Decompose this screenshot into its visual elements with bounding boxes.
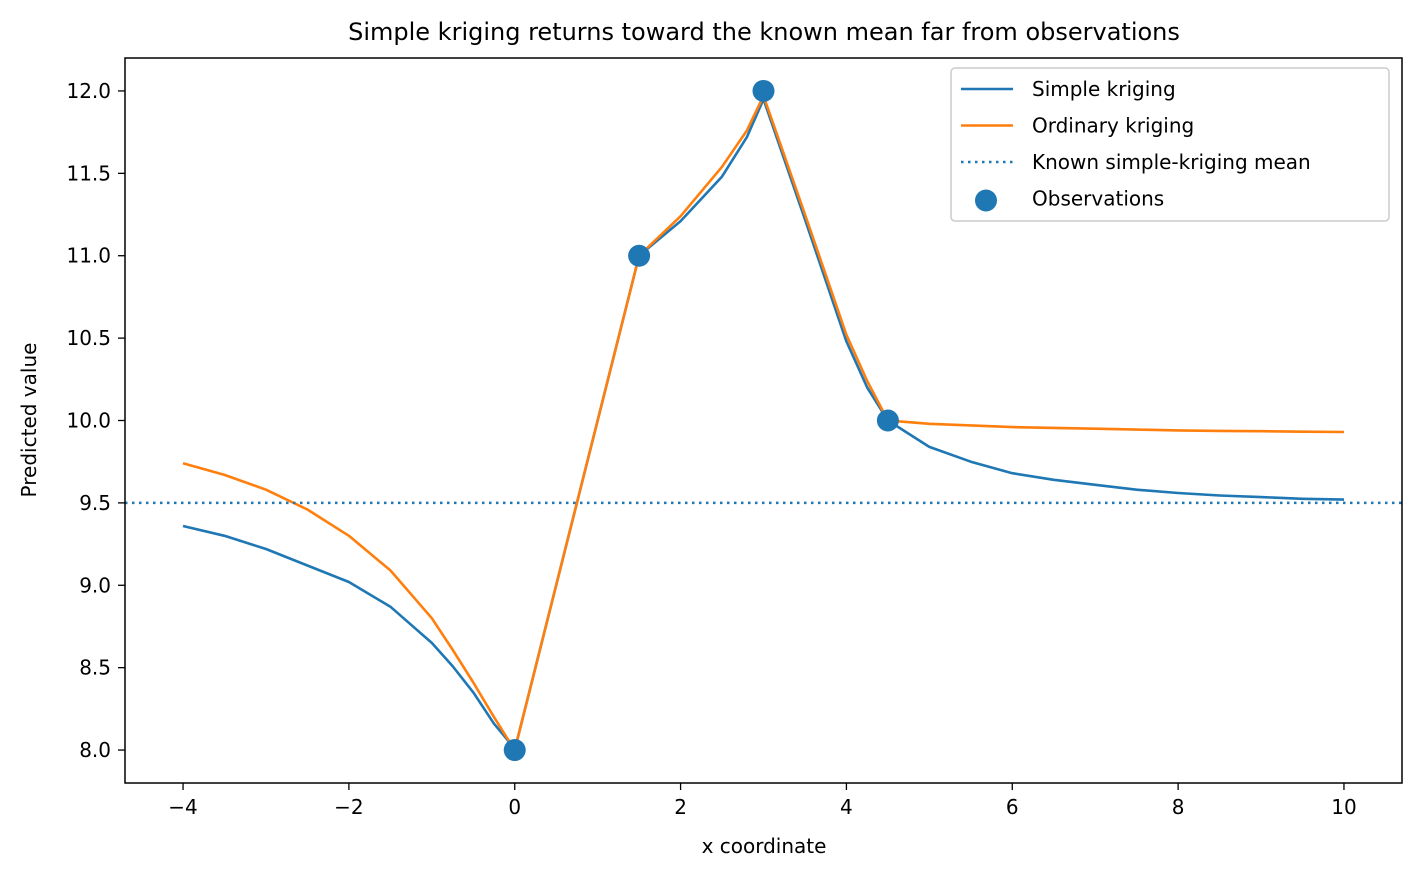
y-tick-label: 9.5 [79,491,111,515]
y-tick-label: 9.0 [79,573,111,597]
x-tick-label: 0 [508,795,521,819]
x-axis-label: x coordinate [702,834,827,858]
legend-label: Ordinary kriging [1032,114,1194,138]
y-tick-label: 11.0 [66,244,111,268]
observation-point [876,409,899,432]
observation-point [752,79,775,102]
ordinary-kriging-line [182,94,1345,752]
x-tick-label: −4 [168,795,197,819]
y-tick-label: 10.0 [66,409,111,433]
x-tick-label: 6 [1006,795,1019,819]
y-tick-label: 10.5 [66,326,111,350]
x-tick-label: 10 [1331,795,1356,819]
y-axis: 8.0 8.5 9.0 9.5 10.0 10.5 11.0 11.5 12.0 [66,79,125,762]
observation-point [628,244,651,267]
y-tick-label: 8.0 [79,738,111,762]
x-tick-label: 4 [840,795,853,819]
chart-title: Simple kriging returns toward the known … [348,18,1180,46]
legend-label: Simple kriging [1032,77,1176,101]
legend-label: Observations [1032,187,1164,211]
y-axis-label: Predicted value [17,343,41,498]
y-tick-label: 11.5 [66,161,111,185]
legend-label: Known simple-kriging mean [1032,150,1311,174]
legend-swatch-observations [975,189,997,212]
y-tick-label: 12.0 [66,79,111,103]
x-tick-label: −2 [334,795,363,819]
observation-point [503,739,526,762]
plot-area [125,79,1402,762]
legend-frame [950,67,1390,222]
legend: Simple kriging Ordinary kriging Known simp… [950,67,1390,222]
x-tick-label: 2 [674,795,687,819]
y-tick-label: 8.5 [79,656,111,680]
x-axis: −4 −2 0 2 4 6 8 10 [168,783,1357,819]
x-tick-label: 8 [1172,795,1185,819]
simple-kriging-line [182,97,1345,752]
